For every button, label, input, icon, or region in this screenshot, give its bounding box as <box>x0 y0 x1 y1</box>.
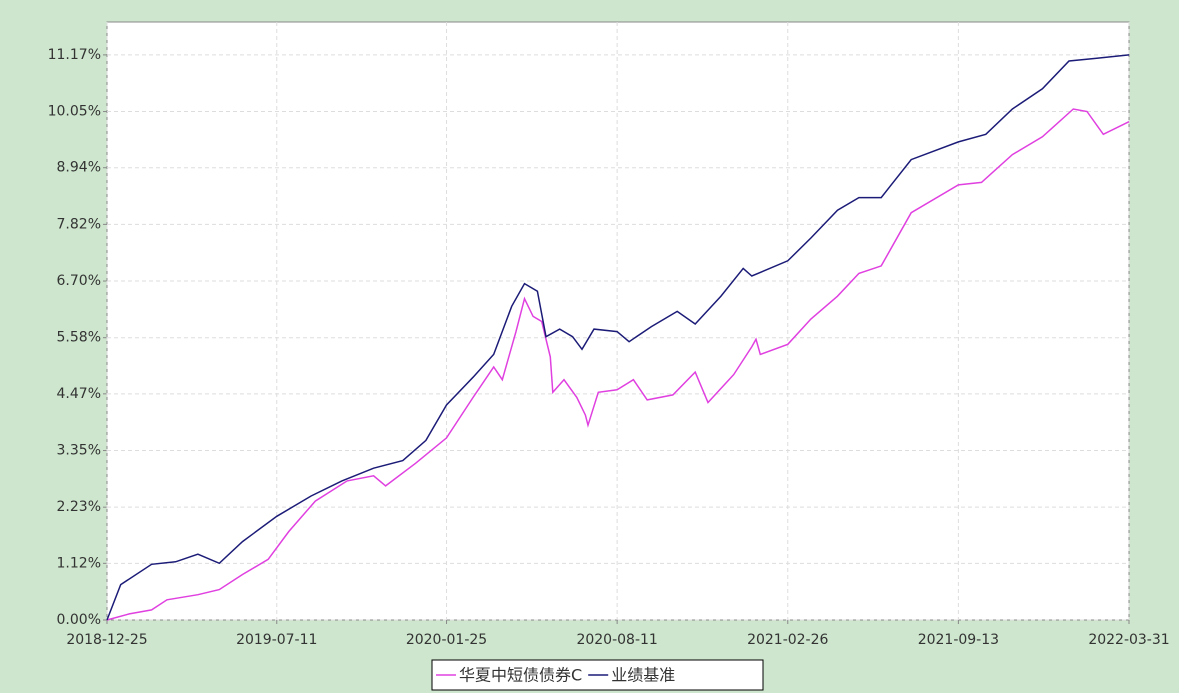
x-tick-label: 2020-01-25 <box>406 632 487 648</box>
x-tick-label: 2022-03-31 <box>1088 632 1169 648</box>
y-tick-label: 6.70% <box>57 273 101 289</box>
y-tick-label: 8.94% <box>57 160 101 176</box>
y-tick-label: 2.23% <box>57 499 101 515</box>
y-tick-label: 11.17% <box>48 47 101 63</box>
x-tick-label: 2021-02-26 <box>747 632 828 648</box>
y-tick-label: 10.05% <box>48 104 101 120</box>
legend-label: 业绩基准 <box>611 666 675 685</box>
series-line <box>106 108 1130 621</box>
x-tick-label: 2021-09-13 <box>918 632 999 648</box>
y-tick-label: 0.00% <box>57 612 101 628</box>
y-tick-label: 5.58% <box>57 330 101 346</box>
legend-label: 华夏中短债债券C <box>459 666 582 685</box>
y-tick-label: 1.12% <box>57 555 101 571</box>
y-tick-label: 7.82% <box>57 216 101 232</box>
x-tick-label: 2019-07-11 <box>236 632 317 648</box>
series-line <box>106 54 1130 621</box>
x-tick-label: 2020-08-11 <box>576 632 657 648</box>
x-tick-label: 2018-12-25 <box>66 632 147 648</box>
y-tick-label: 4.47% <box>57 386 101 402</box>
y-tick-label: 3.35% <box>57 443 101 459</box>
